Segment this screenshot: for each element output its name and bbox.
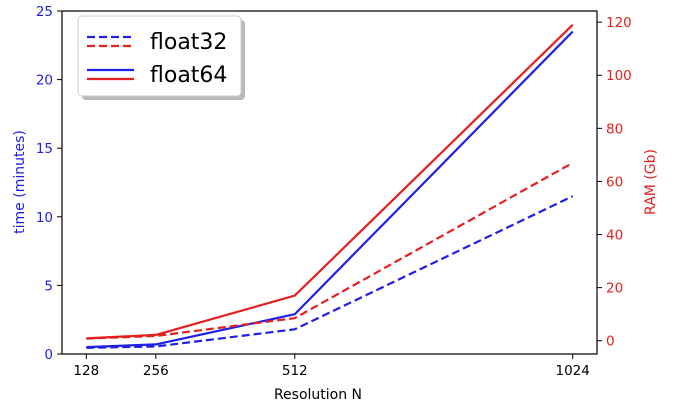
series-line-left-float32	[86, 195, 574, 349]
x-tick-label: 1024	[556, 363, 590, 379]
y-right-tick-label: 100	[606, 68, 632, 84]
y-left-tick-label: 5	[44, 278, 53, 294]
y-axis-right-title: RAM (Gb)	[643, 149, 659, 215]
x-axis: 128 256 512 1024	[73, 354, 590, 379]
legend-entries: float32 float64	[87, 30, 227, 88]
x-tick-label: 512	[282, 363, 308, 379]
y-left-tick-label: 0	[44, 347, 53, 363]
y-axis-left-title: time (minutes)	[12, 130, 28, 234]
series-layer	[86, 24, 574, 349]
legend-label-float32: float32	[150, 30, 227, 55]
y-right-tick-label: 60	[606, 174, 623, 190]
x-tick-label: 256	[143, 363, 169, 379]
series-line-right-float64	[86, 24, 574, 340]
series-line-right-float32	[86, 161, 574, 340]
x-tick-label: 128	[73, 363, 99, 379]
y-right-tick-label: 120	[606, 15, 632, 31]
legend-label-float64: float64	[150, 63, 227, 88]
series-line-left-float64	[86, 30, 574, 349]
x-axis-title: Resolution N	[274, 387, 362, 403]
y-right-tick-label: 0	[606, 334, 615, 350]
legend: float32 float64	[77, 15, 245, 100]
y-axis-left: 0 5 10 15 20 25	[36, 4, 62, 363]
y-left-tick-label: 25	[36, 4, 53, 20]
y-axis-right: 0 20 40 60 80 100 120	[597, 15, 632, 350]
y-left-tick-label: 20	[36, 73, 53, 89]
y-left-tick-label: 10	[36, 210, 53, 226]
y-right-tick-label: 40	[606, 228, 623, 244]
y-right-tick-label: 80	[606, 121, 623, 137]
y-left-tick-label: 15	[36, 141, 53, 157]
y-right-tick-label: 20	[606, 281, 623, 297]
